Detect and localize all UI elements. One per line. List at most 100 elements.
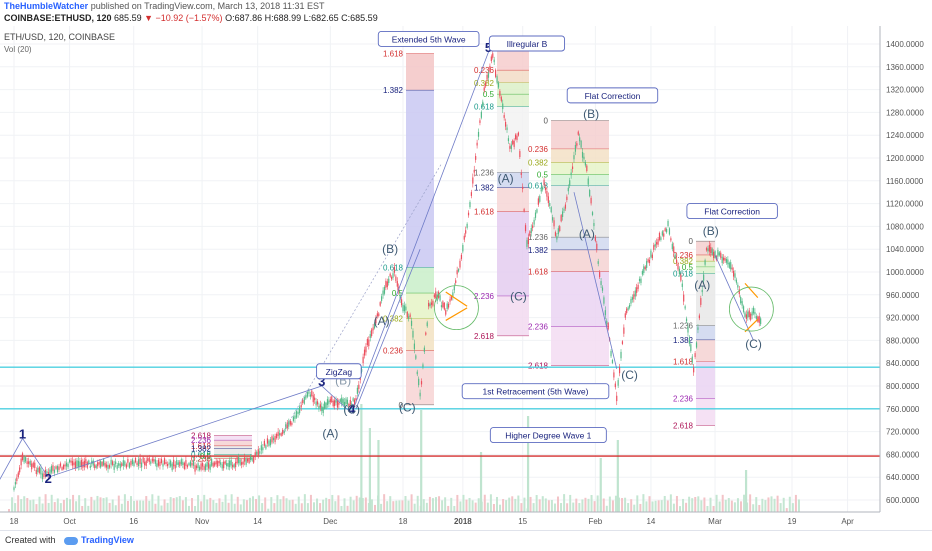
- candle-body: [379, 302, 381, 306]
- volume-bar: [489, 494, 492, 512]
- candle-body: [415, 355, 417, 359]
- volume-bar: [145, 496, 148, 512]
- candle-body: [41, 473, 43, 480]
- volume-bar: [758, 504, 761, 512]
- candle-body: [49, 469, 51, 475]
- tradingview-logo[interactable]: TradingView: [64, 535, 134, 545]
- candle-body: [646, 261, 648, 268]
- annotation-box: [488, 35, 566, 52]
- volume-bar: [477, 498, 480, 512]
- candle-body: [227, 463, 229, 467]
- candle-body: [745, 314, 748, 319]
- candle-body: [217, 461, 219, 467]
- candle-body: [453, 286, 455, 291]
- candle-body: [680, 274, 682, 281]
- author-link[interactable]: TheHumbleWatcher: [4, 1, 89, 11]
- candle-body: [510, 144, 512, 149]
- candle-body: [486, 74, 488, 80]
- volume-bar: [459, 501, 462, 512]
- volume-bar: [413, 503, 416, 512]
- candle-body: [280, 433, 282, 436]
- candle-body: [514, 134, 517, 140]
- volume-bar: [794, 494, 797, 512]
- candle-body: [288, 421, 290, 427]
- candle-body: [576, 143, 578, 146]
- candle-body: [591, 212, 594, 215]
- candle-body: [348, 404, 350, 408]
- candle-body: [580, 140, 582, 148]
- price-chart[interactable]: 1.6181.3820.6180.50.3820.23600.2360.3820…: [0, 26, 932, 530]
- x-tick-label: Oct: [63, 517, 76, 526]
- volume-bar: [139, 500, 142, 512]
- candle-body: [560, 215, 562, 222]
- candle-body: [731, 267, 733, 270]
- volume-bar: [72, 494, 75, 512]
- volume-bar: [114, 505, 117, 512]
- fib-zone: [551, 162, 609, 175]
- volume-bar: [172, 498, 175, 512]
- candle-body: [607, 323, 609, 330]
- candle-body: [40, 468, 42, 475]
- candle-body: [443, 302, 445, 310]
- candle-body: [134, 458, 137, 463]
- elliott-wave-line: [355, 249, 421, 409]
- candle-body: [600, 281, 602, 286]
- candle-body: [470, 192, 472, 196]
- candle-body: [316, 401, 319, 405]
- candle-body: [145, 460, 147, 466]
- legend-vol: Vol (20): [4, 45, 32, 54]
- fib-level-label: 0.618: [528, 181, 549, 190]
- fib-level-label: 0.382: [673, 257, 694, 266]
- fib-zone: [696, 398, 715, 426]
- volume-bar: [203, 494, 206, 512]
- candle-body: [664, 228, 666, 232]
- volume-bar: [428, 496, 431, 512]
- candle-body: [88, 460, 90, 465]
- wave-label: 3: [318, 374, 325, 389]
- candle-body: [660, 237, 662, 240]
- candle-body: [362, 356, 364, 364]
- candle-body: [248, 458, 250, 464]
- candle-body: [71, 460, 74, 466]
- volume-bar: [648, 496, 651, 512]
- x-tick-label: Feb: [588, 517, 602, 526]
- fib-zone: [696, 339, 715, 362]
- candle-body: [262, 447, 264, 451]
- candle-body: [688, 337, 691, 344]
- volume-bar: [590, 495, 593, 512]
- volume-bar: [532, 503, 535, 512]
- candle-body: [527, 237, 529, 245]
- volume-bar: [78, 495, 81, 512]
- candle-body: [346, 399, 349, 405]
- candle-body: [536, 209, 538, 213]
- volume-bar: [608, 496, 611, 512]
- triangle-pattern: [744, 282, 759, 333]
- candle-body: [547, 196, 549, 203]
- volume-bar: [187, 505, 190, 512]
- elliott-wave-line: [573, 192, 618, 369]
- candle-body: [358, 384, 360, 390]
- volume-bar: [642, 494, 645, 512]
- volume-bar: [178, 496, 181, 512]
- volume-bar: [346, 505, 349, 512]
- volume-bar: [431, 498, 434, 512]
- volume-bar: [248, 497, 251, 512]
- volume-bar: [709, 497, 712, 512]
- candle-body: [502, 103, 504, 110]
- wave-label: (A): [579, 227, 595, 241]
- candle-body: [552, 217, 554, 221]
- volume-bar: [331, 494, 334, 512]
- candle-body: [694, 353, 696, 358]
- candle-body: [188, 463, 190, 466]
- annotation-text: Flat Correction: [585, 91, 641, 101]
- volume-bar: [38, 496, 41, 512]
- candle-body: [118, 463, 120, 466]
- x-tick-label: Nov: [195, 517, 209, 526]
- candle-body: [192, 460, 195, 466]
- candle-body: [185, 460, 187, 466]
- candle-body: [748, 310, 750, 318]
- volume-bar: [352, 500, 355, 512]
- candle-body: [419, 392, 421, 397]
- fib-level-label: 1.236: [673, 322, 694, 331]
- volume-bar: [133, 500, 136, 512]
